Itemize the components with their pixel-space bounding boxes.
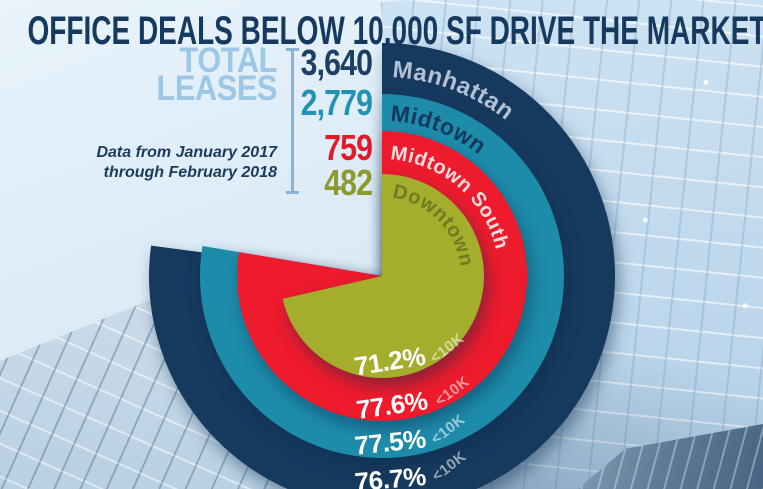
total-leases-heading-line2: LEASES bbox=[156, 69, 277, 109]
total-leases-heading: TOTAL LEASES bbox=[156, 41, 277, 109]
bracket-line bbox=[286, 48, 299, 194]
pct-manhattan: 76.7% bbox=[353, 461, 427, 489]
pct-midtown: 77.5% bbox=[353, 423, 427, 460]
total-leases-heading-line1: TOTAL bbox=[179, 41, 277, 80]
data-period-note: Data from January 2017 through February … bbox=[96, 143, 277, 183]
value-midtown: 2,779 bbox=[300, 82, 373, 123]
value-downtown: 482 bbox=[324, 162, 373, 203]
data-period-note-line2: through February 2018 bbox=[103, 164, 277, 181]
value-midtown-south: 759 bbox=[324, 127, 373, 168]
value-manhattan: 3,640 bbox=[300, 42, 373, 83]
ring-downtown bbox=[282, 174, 484, 379]
data-period-note-line1: Data from January 2017 bbox=[96, 144, 277, 161]
